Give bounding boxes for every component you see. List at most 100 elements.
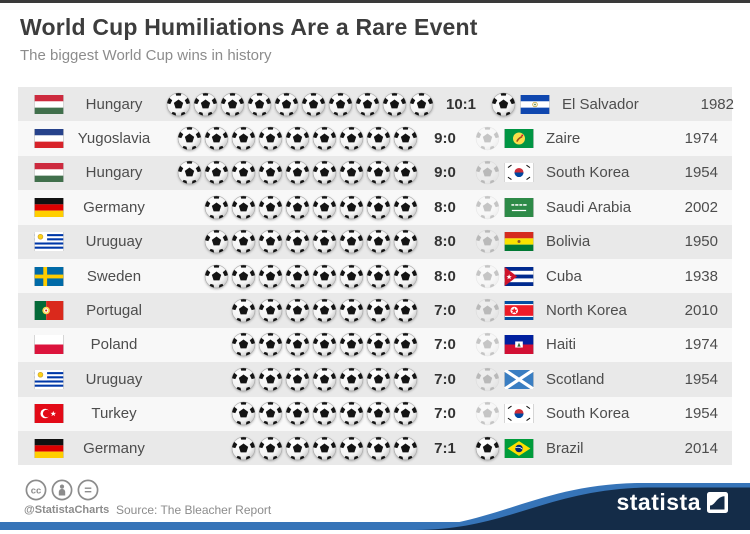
- soccer-ball-icon: [231, 367, 256, 392]
- loser-goal-ball: [468, 264, 504, 289]
- soccer-ball-icon: [204, 126, 229, 151]
- soccer-ball-icon: [231, 401, 256, 426]
- loser-country-label: Brazil: [546, 439, 584, 457]
- loser-flag-icon: [504, 266, 534, 286]
- soccer-ball-icon: [475, 229, 500, 254]
- score-label: 8:0: [434, 267, 456, 285]
- soccer-ball-icon: [312, 401, 337, 426]
- winner-goal-balls: [164, 298, 422, 323]
- winner-country-label: Germany: [83, 198, 145, 216]
- soccer-ball-icon: [258, 401, 283, 426]
- table-row: Hungary 9:0 South Korea 1954: [18, 155, 732, 191]
- loser-country-label: North Korea: [546, 302, 627, 320]
- table-row: Germany 7:1 Brazil 2014: [18, 430, 732, 466]
- score-label: 7:0: [434, 302, 456, 320]
- soccer-ball-icon: [366, 160, 391, 185]
- table-row: Yugoslavia 9:0 Zaire 1974: [18, 121, 732, 156]
- soccer-ball-icon: [220, 92, 245, 117]
- soccer-ball-icon: [339, 264, 364, 289]
- statista-handle: @StatistaCharts: [24, 504, 110, 516]
- winner-goal-balls: [164, 126, 422, 151]
- soccer-ball-icon: [475, 436, 500, 461]
- soccer-ball-icon: [393, 160, 418, 185]
- winner-goal-balls: [164, 436, 422, 461]
- soccer-ball-icon: [177, 160, 202, 185]
- soccer-ball-icon: [258, 298, 283, 323]
- soccer-ball-icon: [285, 367, 310, 392]
- score-label: 7:0: [434, 405, 456, 423]
- winner-country-label: Germany: [83, 439, 145, 457]
- soccer-ball-icon: [366, 298, 391, 323]
- soccer-ball-icon: [339, 401, 364, 426]
- soccer-ball-icon: [475, 264, 500, 289]
- statista-wordmark: statista: [616, 489, 701, 515]
- statista-logo: statista: [616, 491, 728, 514]
- soccer-ball-icon: [312, 229, 337, 254]
- soccer-ball-icon: [382, 92, 407, 117]
- page-title: World Cup Humiliations Are a Rare Event: [20, 14, 478, 40]
- winner-flag-icon: [34, 232, 64, 252]
- loser-country-label: Haiti: [546, 336, 577, 354]
- score-label: 9:0: [434, 130, 456, 148]
- loser-country-label: South Korea: [546, 405, 630, 423]
- soccer-ball-icon: [475, 332, 500, 357]
- soccer-ball-icon: [393, 332, 418, 357]
- table-row: Poland 7:0 Haiti 1974: [18, 327, 732, 363]
- soccer-ball-icon: [258, 436, 283, 461]
- winner-country-label: Hungary: [85, 95, 143, 113]
- soccer-ball-icon: [258, 264, 283, 289]
- soccer-ball-icon: [274, 92, 299, 117]
- loser-goal-ball: [468, 298, 504, 323]
- soccer-ball-icon: [193, 92, 218, 117]
- winner-country-label: Yugoslavia: [77, 130, 151, 148]
- soccer-ball-icon: [285, 126, 310, 151]
- loser-flag-icon: [504, 438, 534, 458]
- soccer-ball-icon: [355, 92, 380, 117]
- winner-flag-icon: [34, 266, 64, 286]
- winner-country-label: Turkey: [91, 405, 137, 423]
- winner-goal-balls: [164, 264, 422, 289]
- soccer-ball-icon: [204, 229, 229, 254]
- soccer-ball-icon: [231, 264, 256, 289]
- soccer-ball-icon: [312, 160, 337, 185]
- cc-icon: [25, 479, 47, 501]
- winner-flag-icon: [34, 438, 64, 458]
- loser-goal-ball: [468, 229, 504, 254]
- loser-country-label: Saudi Arabia: [546, 198, 632, 216]
- soccer-ball-icon: [231, 229, 256, 254]
- soccer-ball-icon: [366, 332, 391, 357]
- soccer-ball-icon: [409, 92, 434, 117]
- soccer-ball-icon: [285, 195, 310, 220]
- table-row: Uruguay 7:0 Scotland 1954: [18, 362, 732, 397]
- soccer-ball-icon: [258, 332, 283, 357]
- soccer-ball-icon: [231, 195, 256, 220]
- winner-goal-balls: [164, 401, 422, 426]
- score-label: 9:0: [434, 164, 456, 182]
- soccer-ball-icon: [475, 298, 500, 323]
- svg-text:cc: cc: [31, 486, 42, 497]
- soccer-ball-icon: [393, 264, 418, 289]
- winner-country-label: Uruguay: [85, 370, 143, 388]
- loser-flag-icon: [504, 129, 534, 149]
- loser-flag-icon: [520, 94, 550, 114]
- soccer-ball-icon: [312, 332, 337, 357]
- soccer-ball-icon: [285, 332, 310, 357]
- loser-flag-icon: [504, 369, 534, 389]
- loser-goal-ball: [468, 195, 504, 220]
- loser-goal-ball: [468, 126, 504, 151]
- year-label: 1938: [684, 267, 718, 285]
- year-label: 1954: [684, 405, 718, 423]
- winner-country-label: Uruguay: [85, 233, 143, 251]
- soccer-ball-icon: [393, 436, 418, 461]
- soccer-ball-icon: [475, 401, 500, 426]
- winner-country-label: Hungary: [85, 164, 143, 182]
- loser-country-label: Cuba: [546, 267, 582, 285]
- soccer-ball-icon: [301, 92, 326, 117]
- winner-flag-icon: [34, 197, 64, 217]
- score-label: 8:0: [434, 198, 456, 216]
- footer-swoosh-graphic: [0, 483, 750, 534]
- soccer-ball-icon: [231, 126, 256, 151]
- equals-icon: [77, 479, 99, 501]
- soccer-ball-icon: [285, 401, 310, 426]
- source-label: Source: The Bleacher Report: [116, 503, 272, 517]
